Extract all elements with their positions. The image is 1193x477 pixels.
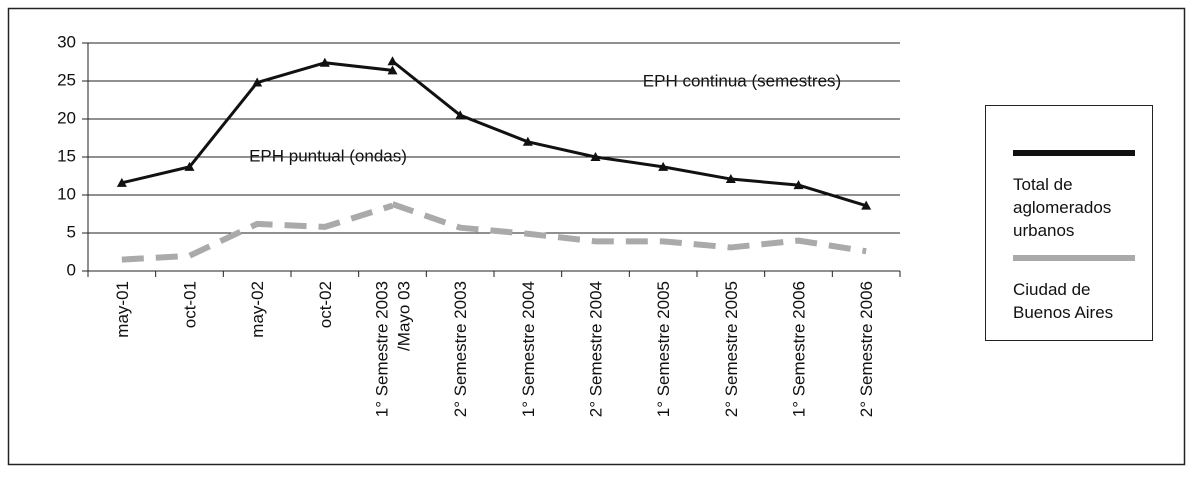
marker bbox=[455, 110, 466, 120]
x-tick-label: 2° Semestre 2006 bbox=[857, 281, 876, 417]
legend-label: Ciudad de Buenos Aires bbox=[1013, 280, 1114, 322]
series-line bbox=[391, 60, 867, 208]
y-tick-label: 30 bbox=[57, 32, 76, 51]
x-tick-label: oct-01 bbox=[181, 281, 200, 328]
marker bbox=[387, 65, 398, 75]
x-tick-label: 2° Semestre 2003 bbox=[451, 281, 470, 417]
x-tick-label: 2° Semestre 2004 bbox=[587, 281, 606, 417]
y-tick-label: 0 bbox=[67, 260, 76, 279]
marker bbox=[522, 136, 533, 146]
x-tick-label: 1° Semestre 2003/Mayo 03 bbox=[373, 281, 414, 417]
marker bbox=[319, 57, 330, 67]
x-tick-label: 2° Semestre 2005 bbox=[722, 281, 741, 417]
y-tick-label: 25 bbox=[57, 70, 76, 89]
legend-box bbox=[985, 105, 1153, 341]
series-line bbox=[391, 201, 867, 255]
legend-label-box: Total de aglomerados urbanos bbox=[1013, 175, 1112, 240]
legend-label: Total de aglomerados urbanos bbox=[1013, 175, 1112, 240]
marker bbox=[590, 152, 601, 161]
series-line bbox=[121, 202, 394, 263]
annotation: EPH puntual (ondas) bbox=[249, 146, 407, 165]
x-tick-label: may-02 bbox=[248, 281, 267, 338]
x-tick-label: 1° Semestre 2004 bbox=[519, 281, 538, 417]
y-tick-label: 10 bbox=[57, 184, 76, 203]
marker bbox=[387, 56, 398, 66]
x-tick-label: 1° Semestre 2005 bbox=[654, 281, 673, 417]
x-tick-label: 1° Semestre 2006 bbox=[790, 281, 809, 417]
x-tick-label: may-01 bbox=[113, 281, 132, 338]
marker bbox=[793, 180, 804, 190]
marker bbox=[658, 161, 669, 171]
x-tick-label: oct-02 bbox=[316, 281, 335, 328]
marker bbox=[116, 177, 127, 187]
y-tick-label: 5 bbox=[67, 222, 76, 241]
y-tick-label: 15 bbox=[57, 146, 76, 165]
marker bbox=[861, 200, 872, 210]
marker bbox=[184, 161, 195, 171]
marker bbox=[725, 174, 736, 184]
legend-label-box: Ciudad de Buenos Aires bbox=[1013, 280, 1114, 322]
marker bbox=[252, 77, 263, 87]
y-tick-label: 20 bbox=[57, 108, 76, 127]
